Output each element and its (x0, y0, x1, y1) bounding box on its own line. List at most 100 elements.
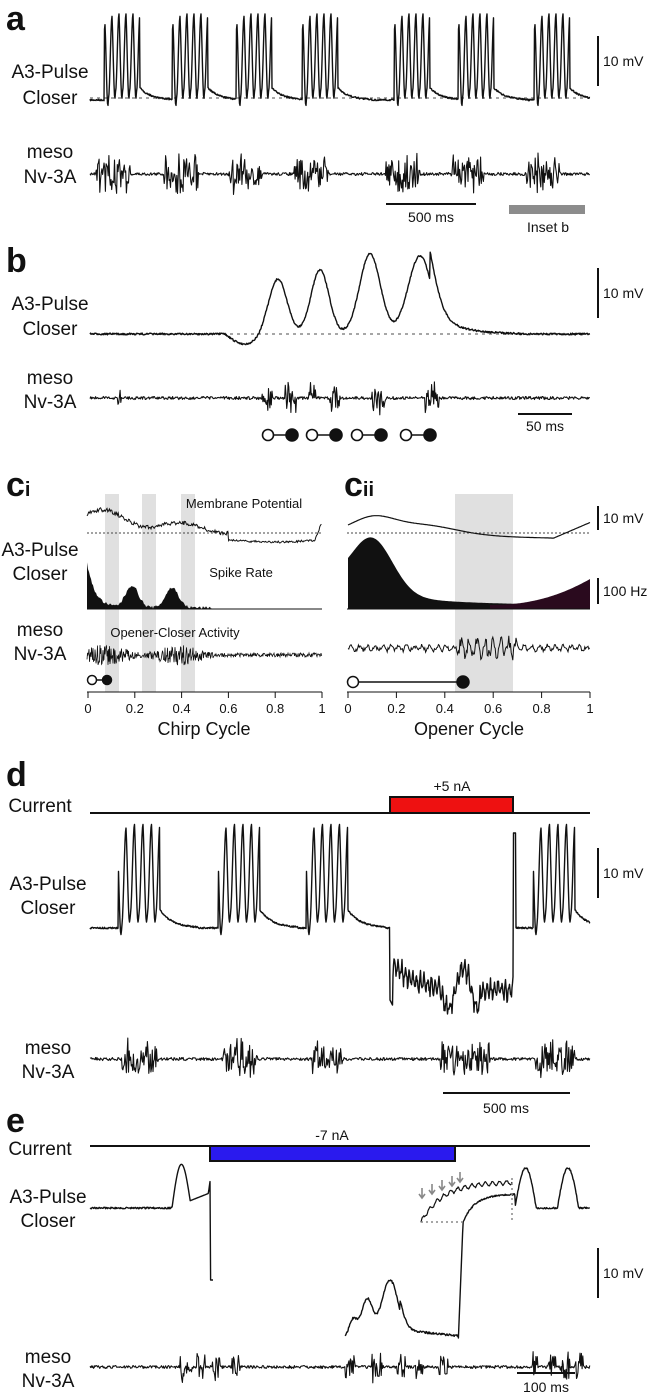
panel-e-trace2-line1: meso (25, 1347, 71, 1368)
x-tick-label: 0 (84, 701, 91, 716)
x-tick-label: 0.6 (219, 701, 237, 716)
panel-cii-letter: cii (344, 466, 374, 504)
panel-ci-shade-2 (142, 494, 156, 692)
panel-a-voltage-scale: 10 mV (603, 53, 644, 69)
panel-ci-activity-trace (86, 644, 323, 666)
panel-d-nerve-trace (89, 1037, 591, 1079)
panel-cii-activity-trace (347, 635, 591, 661)
panel-e-time-scale: 100 ms (523, 1379, 569, 1395)
panel-ci-x-title: Chirp Cycle (157, 719, 250, 739)
x-tick-label: 0.8 (533, 701, 551, 716)
panel-d-voltage-scale: 10 mV (603, 865, 644, 881)
panel-a-trace1-line2: Closer (23, 88, 79, 109)
panel-d-trace1-line1: A3-Pulse (9, 874, 86, 895)
panel-ci-spike-label: Spike Rate (209, 565, 273, 580)
panel-cii-voltage-scale: 10 mV (603, 510, 644, 526)
panel-a-trace2-line1: meso (27, 142, 73, 163)
panel-e-inset-trace (420, 1180, 513, 1223)
panel-a-trace1-line1: A3-Pulse (11, 62, 88, 83)
panel-d-trace1-line2: Closer (21, 898, 77, 919)
panel-e-current-label: Current (8, 1139, 72, 1160)
panel-cii-shade (455, 494, 513, 692)
panel-b-opener-closer-markers (261, 428, 437, 442)
panel-b-nerve-trace (89, 381, 590, 416)
x-tick-label: 0.4 (173, 701, 191, 716)
panel-a: a A3-Pulse Closer meso Nv-3A 10 mV 500 m… (6, 0, 644, 235)
panel-d-time-scale: 500 ms (483, 1100, 529, 1116)
x-tick-label: 0.6 (484, 701, 502, 716)
panel-cii: cii 10 mV 100 Hz 0 0.2 0.4 0.6 0.8 1 Opener C… (344, 466, 647, 739)
panel-a-trace2-line2: Nv-3A (24, 167, 77, 188)
panel-ci: ci A3-Pulse Closer meso Nv-3A Membrane P… (1, 466, 325, 739)
panel-d-membrane-trace (89, 823, 591, 1015)
panel-e-inset-guides (421, 1178, 513, 1223)
panel-cii-membrane-trace (347, 515, 591, 539)
panel-ci-membrane-trace (86, 507, 322, 544)
panel-a-time-scale: 500 ms (408, 209, 454, 225)
panel-ci-row1-line2: Closer (13, 564, 69, 585)
panel-ci-row1-line1: A3-Pulse (1, 540, 78, 561)
panel-b-letter: b (6, 242, 27, 280)
inset-arrow-icon (428, 1184, 436, 1196)
panel-d-trace2-line1: meso (25, 1038, 71, 1059)
panel-a-letter: a (6, 0, 26, 38)
panel-cii-x-title: Opener Cycle (414, 719, 524, 739)
panel-b-trace2-line2: Nv-3A (24, 392, 77, 413)
panel-cii-x-ticks: 0 0.2 0.4 0.6 0.8 1 (344, 692, 594, 716)
panel-b-membrane-trace (89, 251, 591, 346)
panel-ci-spike-rate-area (87, 562, 212, 609)
panel-e-voltage-scale: 10 mV (603, 1265, 644, 1281)
panel-cii-spike-rate-tail (490, 579, 590, 609)
panel-d-current-label: Current (8, 796, 72, 817)
x-tick-label: 0.4 (436, 701, 454, 716)
inset-arrow-icon (448, 1176, 456, 1188)
panel-a-membrane-trace (89, 13, 591, 107)
panel-ci-x-ticks: 0 0.2 0.4 0.6 0.8 1 (84, 692, 326, 716)
panel-d-letter: d (6, 756, 27, 794)
panel-b-time-scale: 50 ms (526, 418, 564, 434)
panel-e-trace2-line2: Nv-3A (22, 1371, 75, 1392)
panel-a-nerve-trace (89, 152, 590, 196)
panel-e-trace1-line2: Closer (21, 1211, 77, 1232)
panel-cii-rate-scale: 100 Hz (603, 583, 647, 599)
panel-e-letter: e (6, 1102, 25, 1140)
panel-ci-membrane-label: Membrane Potential (186, 496, 302, 511)
panel-ci-row2-line2: Nv-3A (14, 644, 67, 665)
panel-b: b A3-Pulse Closer meso Nv-3A 10 mV 50 ms (6, 242, 644, 442)
panel-cii-cycle-marker (346, 675, 470, 689)
x-tick-label: 1 (318, 701, 325, 716)
panel-d: d Current +5 nA A3-Pulse Closer meso Nv-… (6, 756, 644, 1116)
panel-ci-row2-line1: meso (17, 620, 63, 641)
inset-arrow-icon (438, 1180, 446, 1192)
panel-d-current-value: +5 nA (434, 778, 472, 794)
panel-e: e Current -7 nA A3-Pulse Closer meso Nv-… (6, 1102, 644, 1395)
panel-ci-cycle-marker (86, 674, 113, 686)
panel-b-trace2-line1: meso (27, 368, 73, 389)
x-tick-label: 0.8 (266, 701, 284, 716)
panel-a-inset-bar (509, 205, 585, 214)
panel-ci-shade-3 (181, 494, 195, 692)
panel-cii-spike-rate-area (348, 537, 590, 609)
panel-e-current-value: -7 nA (315, 1127, 349, 1143)
inset-arrow-icon (456, 1172, 464, 1184)
x-tick-label: 0.2 (387, 701, 405, 716)
panel-ci-shade-1 (105, 494, 119, 692)
panel-e-current-pulse (209, 1145, 456, 1162)
panel-e-membrane-trace (89, 1163, 590, 1339)
x-tick-label: 0 (344, 701, 351, 716)
inset-arrow-icon (418, 1188, 426, 1200)
panel-e-nerve-trace (89, 1351, 591, 1384)
panel-b-trace1-line1: A3-Pulse (11, 294, 88, 315)
panel-d-current-pulse (389, 796, 514, 814)
x-tick-label: 1 (586, 701, 593, 716)
x-tick-label: 0.2 (126, 701, 144, 716)
panel-ci-letter: ci (6, 466, 30, 504)
panel-e-inset-arrows (418, 1172, 464, 1200)
panel-b-voltage-scale: 10 mV (603, 285, 644, 301)
panel-e-trace1-line1: A3-Pulse (9, 1187, 86, 1208)
panel-b-trace1-line2: Closer (23, 319, 79, 340)
panel-d-trace2-line2: Nv-3A (22, 1062, 75, 1083)
panel-a-inset-label: Inset b (527, 219, 569, 235)
panel-ci-activity-label: Opener-Closer Activity (110, 625, 240, 640)
